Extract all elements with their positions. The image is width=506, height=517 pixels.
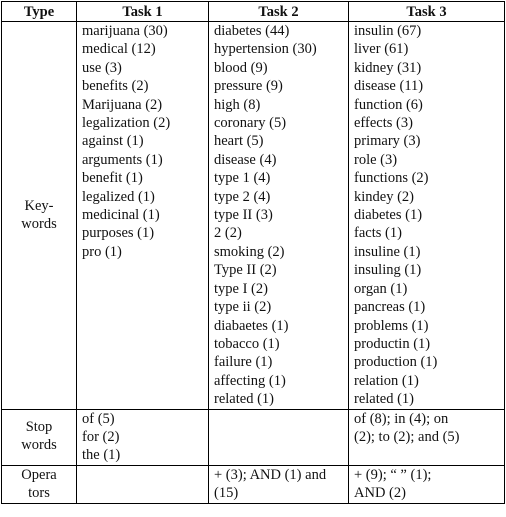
list-item: type 2 (4) xyxy=(214,188,271,205)
list-item: organ (1) xyxy=(354,280,408,297)
list-item: 2 (2) xyxy=(214,225,242,242)
task3-operators: + (9); “ ” (1); AND (2) xyxy=(348,464,505,504)
list-item: relation (1) xyxy=(354,372,419,389)
task1-stopwords: of (5) for (2) the (1) xyxy=(76,408,209,466)
keyword-table: Type Task 1 Task 2 Task 3 Key-words mari… xyxy=(1,1,505,504)
task2-operators: + (3); AND (1) and (15) xyxy=(208,464,349,504)
header-task2: Task 2 xyxy=(208,1,349,22)
list-item: marijuana (30) xyxy=(82,23,168,39)
list-item: insuling (1) xyxy=(354,262,422,279)
list-item: related (1) xyxy=(354,391,414,408)
list-item: against (1) xyxy=(82,133,144,150)
list-item: legalization (2) xyxy=(82,115,171,132)
list-item: hypertension (30) xyxy=(214,41,317,58)
list-item: related (1) xyxy=(214,391,274,408)
list-item: arguments (1) xyxy=(82,151,163,168)
list-item: function (6) xyxy=(354,96,423,113)
list-item: liver (61) xyxy=(354,41,409,58)
list-item: heart (5) xyxy=(214,133,264,150)
task3-stopwords: of (8); in (4); on (2); to (2); and (5) xyxy=(348,408,505,466)
list-item: medicinal (1) xyxy=(82,207,160,224)
list-item: tobacco (1) xyxy=(214,335,280,352)
list-item: effects (3) xyxy=(354,115,413,132)
list-item: production (1) xyxy=(354,354,438,371)
list-item: benefits (2) xyxy=(82,78,149,95)
list-item: pro (1) xyxy=(82,243,122,260)
header-row: Type Task 1 Task 2 Task 3 xyxy=(1,1,505,22)
list-item: type ii (2) xyxy=(214,299,272,316)
list-item: Marijuana (2) xyxy=(82,96,163,113)
list-item: insuline (1) xyxy=(354,243,421,260)
list-item: type 1 (4) xyxy=(214,170,271,187)
list-item: diabetes (44) xyxy=(214,23,290,39)
keywords-row: Key-words marijuana (30) medical (12) use … xyxy=(1,21,505,410)
operators-row: Opera tors + (3); AND (1) and (15) + (9)… xyxy=(1,464,505,504)
list-item: kidney (31) xyxy=(354,59,422,76)
list-item: disease (11) xyxy=(354,78,424,95)
task1-keywords: marijuana (30) medical (12) use (3) benefit… xyxy=(76,21,209,410)
type-cell-keywords: Key-words xyxy=(1,21,77,410)
list-item: failure (1) xyxy=(214,354,273,371)
type-cell-operators: Opera tors xyxy=(1,464,77,504)
list-item: coronary (5) xyxy=(214,115,287,132)
list-item: smoking (2) xyxy=(214,243,285,260)
list-item: primary (3) xyxy=(354,133,421,150)
list-item: the (1) xyxy=(82,447,121,464)
task2-stopwords xyxy=(208,408,349,466)
list-item: productin (1) xyxy=(354,335,431,352)
task3-keywords: insulin (67) liver (61) kidney (31) disease… xyxy=(348,21,505,410)
list-item: high (8) xyxy=(214,96,261,113)
task1-operators xyxy=(76,464,209,504)
list-item: of (5) xyxy=(82,410,115,427)
list-item: benefit (1) xyxy=(82,170,143,187)
list-item: Type II (2) xyxy=(214,262,277,279)
header-task3: Task 3 xyxy=(348,1,505,22)
task2-keywords: diabetes (44) hypertension (30) blood (9) p… xyxy=(208,21,349,410)
list-item: type II (3) xyxy=(214,207,273,224)
list-item: for (2) xyxy=(82,428,120,445)
list-item: use (3) xyxy=(82,59,122,76)
header-type: Type xyxy=(1,1,77,22)
list-item: functions (2) xyxy=(354,170,429,187)
list-item: affecting (1) xyxy=(214,372,286,389)
type-cell-stopwords: Stop words xyxy=(1,408,77,466)
list-item: problems (1) xyxy=(354,317,429,334)
list-item: facts (1) xyxy=(354,225,402,242)
list-item: blood (9) xyxy=(214,59,268,76)
list-item: legalized (1) xyxy=(82,188,155,205)
list-item: diabetes (1) xyxy=(354,207,423,224)
header-task1: Task 1 xyxy=(76,1,209,22)
list-item: medical (12) xyxy=(82,41,156,58)
list-item: pressure (9) xyxy=(214,78,283,95)
list-item: diabaetes (1) xyxy=(214,317,289,334)
list-item: kindey (2) xyxy=(354,188,414,205)
list-item: insulin (67) xyxy=(354,23,422,39)
list-item: disease (4) xyxy=(214,151,277,168)
list-item: role (3) xyxy=(354,151,398,168)
list-item: type I (2) xyxy=(214,280,268,297)
list-item: purposes (1) xyxy=(82,225,155,242)
stopwords-row: Stop words of (5) for (2) the (1) of (8); … xyxy=(1,408,505,466)
list-item: pancreas (1) xyxy=(354,299,426,316)
